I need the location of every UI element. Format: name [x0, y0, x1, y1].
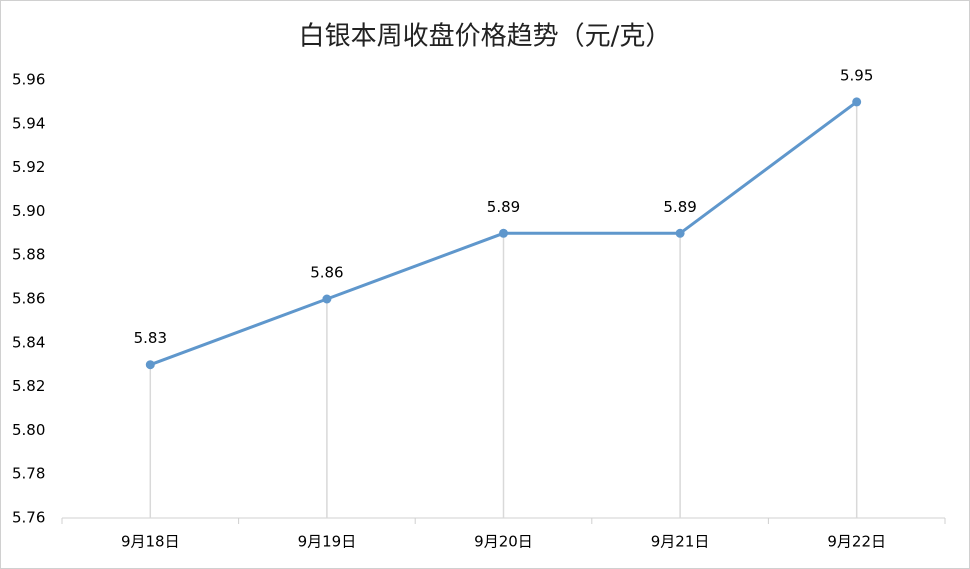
- y-tick-label: 5.88: [12, 246, 45, 264]
- y-tick-label: 5.76: [12, 509, 45, 527]
- y-tick-label: 5.92: [12, 158, 45, 176]
- data-label: 5.89: [487, 198, 520, 216]
- y-tick-label: 5.96: [12, 71, 45, 89]
- y-tick-label: 5.86: [12, 290, 45, 308]
- data-label: 5.95: [840, 66, 873, 84]
- x-tick-label: 9月18日: [121, 533, 180, 551]
- x-tick-label: 9月21日: [651, 533, 710, 551]
- y-tick-label: 5.84: [12, 333, 45, 351]
- point: [499, 228, 508, 238]
- point: [675, 228, 685, 238]
- chart-title: 白银本周收盘价格趋势（元/克）: [299, 22, 672, 52]
- data-label: 5.86: [310, 264, 343, 282]
- x-tick-label: 9月19日: [298, 533, 357, 551]
- x-tick-label: 9月20日: [474, 533, 533, 551]
- point: [322, 294, 332, 304]
- point: [852, 97, 862, 107]
- point: [145, 360, 155, 370]
- data-label: 5.89: [663, 198, 696, 216]
- y-tick-label: 5.82: [12, 377, 45, 395]
- y-tick-label: 5.90: [12, 202, 45, 220]
- y-tick-label: 5.80: [12, 421, 45, 439]
- y-tick-label: 5.78: [12, 465, 45, 483]
- y-tick-label: 5.94: [12, 114, 45, 132]
- x-tick-label: 9月22日: [827, 533, 886, 551]
- data-label: 5.83: [134, 329, 167, 347]
